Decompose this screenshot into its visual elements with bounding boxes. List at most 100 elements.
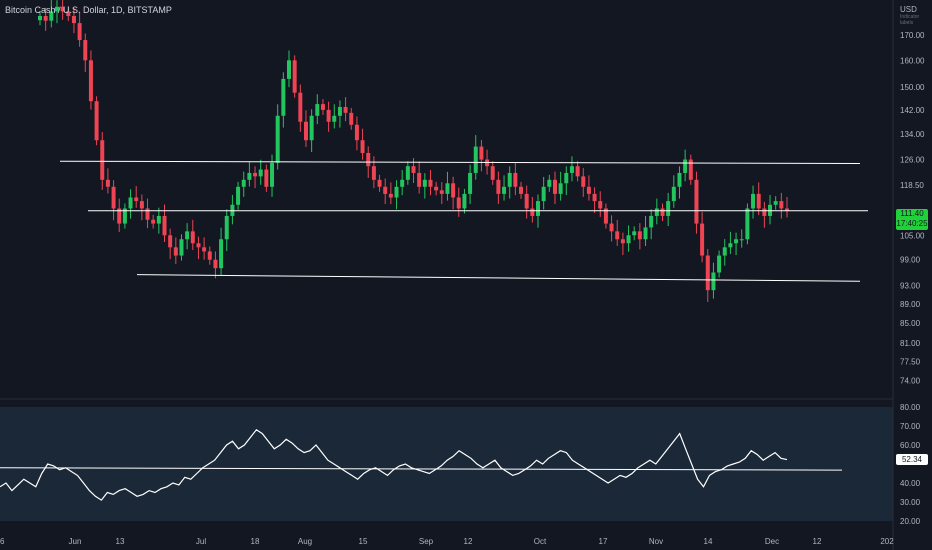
candle-body [649,215,654,228]
candle-body [581,176,586,187]
candle-body [739,239,744,241]
candle-body [117,208,122,224]
x-tick-label: 16 [0,537,5,546]
price-tick-label: 126.00 [900,156,925,165]
candle-body [637,231,642,240]
candle-body [558,183,563,194]
candle-body [734,239,739,244]
candle-body [468,172,473,194]
candle-body [298,92,303,122]
price-tick-label: 160.00 [900,56,925,65]
candle-body [151,219,156,224]
candle-body [632,231,637,236]
candle-body [337,106,342,116]
candle-body [728,243,733,248]
horizontal-level-line [59,160,861,165]
candle-body [315,104,320,116]
candle-body [54,6,59,12]
candle-body [360,140,365,153]
candle-body [762,208,767,216]
candle-body [49,11,54,21]
x-tick-label: 14 [704,537,713,546]
candle-body [592,193,597,202]
candle-body [564,172,569,184]
candle-body [43,16,48,21]
candle-body [66,11,71,17]
price-tick-label: 99.00 [900,256,921,265]
candle-body [552,179,557,194]
candle-body [586,186,591,194]
x-tick-label: Nov [649,537,663,546]
candle-body [179,239,184,256]
candle-body [145,208,150,220]
candle-body [598,201,603,209]
candle-body [626,235,631,244]
candle-body [490,166,495,180]
candle-body [168,235,173,248]
candle-body [224,215,229,240]
candle-body [643,227,648,240]
candle-body [383,186,388,194]
candle-body [411,166,416,173]
candle-body [779,201,784,209]
candle-body [445,183,450,194]
price-tick-label: 85.00 [900,319,921,328]
bar-countdown: 17:40:25 [896,219,928,228]
candle-body [349,112,354,125]
candle-body [287,60,291,79]
candle-body [241,179,246,187]
x-tick-label: Dec [765,537,779,546]
x-tick-label: 13 [116,537,125,546]
candle-body [722,247,727,256]
candle-body [371,166,376,180]
candle-body [439,190,444,194]
x-tick-label: Oct [534,537,547,546]
price-tick-label: 105.00 [900,231,925,240]
candle-body [270,162,275,187]
candle-body [773,201,778,205]
price-tick-label: 74.00 [900,377,921,386]
rsi-tick-label: 80.00 [900,403,921,412]
rsi-panel-background [0,407,893,521]
x-tick-label: Aug [298,537,312,546]
currency-sublabel: Indicator labels [900,14,920,26]
x-tick-label: Sep [419,537,434,546]
candle-body [326,109,331,122]
candle-body [705,255,710,291]
rsi-value-tag: 52.34 [896,454,928,465]
candle-body [247,172,252,180]
candle-body [156,215,161,224]
price-tick-label: 118.50 [900,181,924,190]
candle-body [377,179,382,187]
candle-body [320,104,325,110]
candle-body [530,208,535,216]
candle-body [654,208,659,216]
candle-body [105,179,110,187]
horizontal-level-line [136,274,861,282]
x-tick-label: Jul [196,537,206,546]
candle-body [400,179,405,187]
x-tick-label: 202 [880,537,894,546]
candle-body [569,166,574,173]
candle-body [711,272,716,291]
candle-body [683,159,688,173]
candle-body [536,201,540,216]
candle-body [603,208,608,224]
candle-body [745,208,750,240]
candle-body [609,223,614,232]
x-tick-label: 18 [251,537,260,546]
candle-body [134,197,139,202]
candle-body [281,78,286,116]
rsi-tick-label: 70.00 [900,422,921,431]
candle-body [60,6,65,12]
candle-body [190,231,195,244]
x-tick-label: 12 [464,537,473,546]
candle-body [139,201,144,209]
candle-body [122,208,127,224]
candle-body [479,146,484,160]
candle-body [496,179,501,194]
candle-body [666,201,671,216]
candle-body [615,231,620,240]
candle-body [207,251,212,260]
